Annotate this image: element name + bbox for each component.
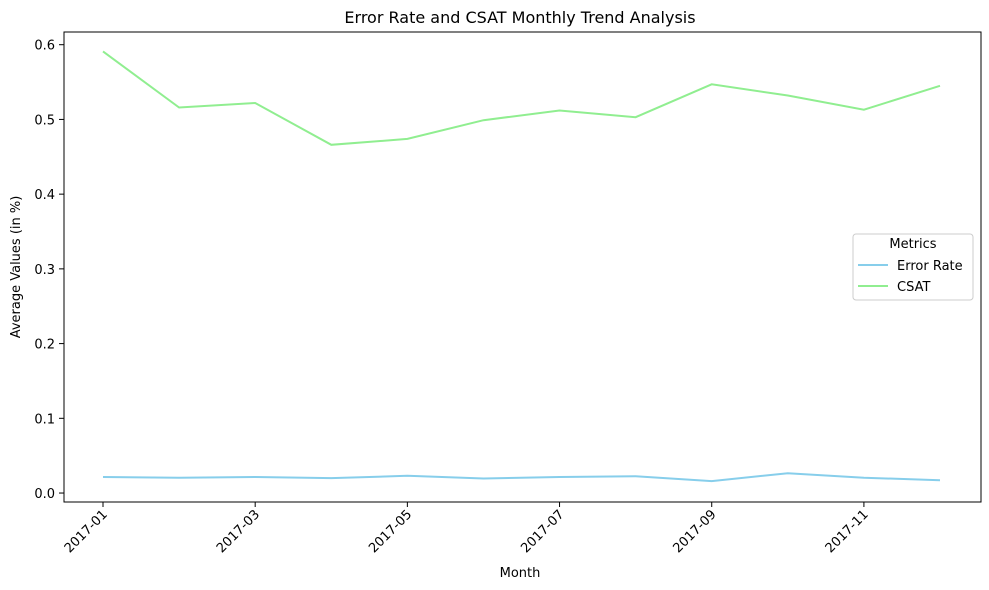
y-tick-label: 0.5 [34,113,55,128]
y-tick-label: 0.1 [34,412,55,427]
plot-area [63,31,982,503]
y-axis-label: Average Values (in %) [9,196,24,339]
x-tick-label: 2017-07 [518,507,567,556]
y-tick-label: 0.4 [34,188,55,203]
legend: Metrics Error Rate CSAT [852,233,974,301]
legend-label-error-rate: Error Rate [897,259,963,274]
legend-box [852,233,974,301]
x-tick-label: 2017-03 [214,507,263,556]
series-line-error-rate [102,472,941,483]
x-axis-label: Month [500,566,541,581]
legend-label-csat: CSAT [897,280,930,295]
y-tick-label: 0.3 [34,263,55,278]
x-tick-label: 2017-05 [366,507,415,556]
series-line-csat [102,50,941,146]
y-axis: 0.0 0.1 0.2 0.3 0.4 0.5 0.6 [34,39,64,502]
x-tick-label: 2017-01 [62,507,111,556]
legend-title: Metrics [889,237,936,252]
y-tick-label: 0.6 [34,39,55,54]
y-tick-label: 0.0 [34,487,55,502]
series-lines [102,50,941,483]
x-tick-label: 2017-09 [671,507,720,556]
y-tick-label: 0.2 [34,338,55,353]
x-axis: 2017-01 2017-03 2017-05 2017-07 2017-09 2017-… [62,502,872,556]
chart-title: Error Rate and CSAT Monthly Trend Analys… [344,8,695,27]
x-tick-label: 2017-11 [823,507,872,556]
